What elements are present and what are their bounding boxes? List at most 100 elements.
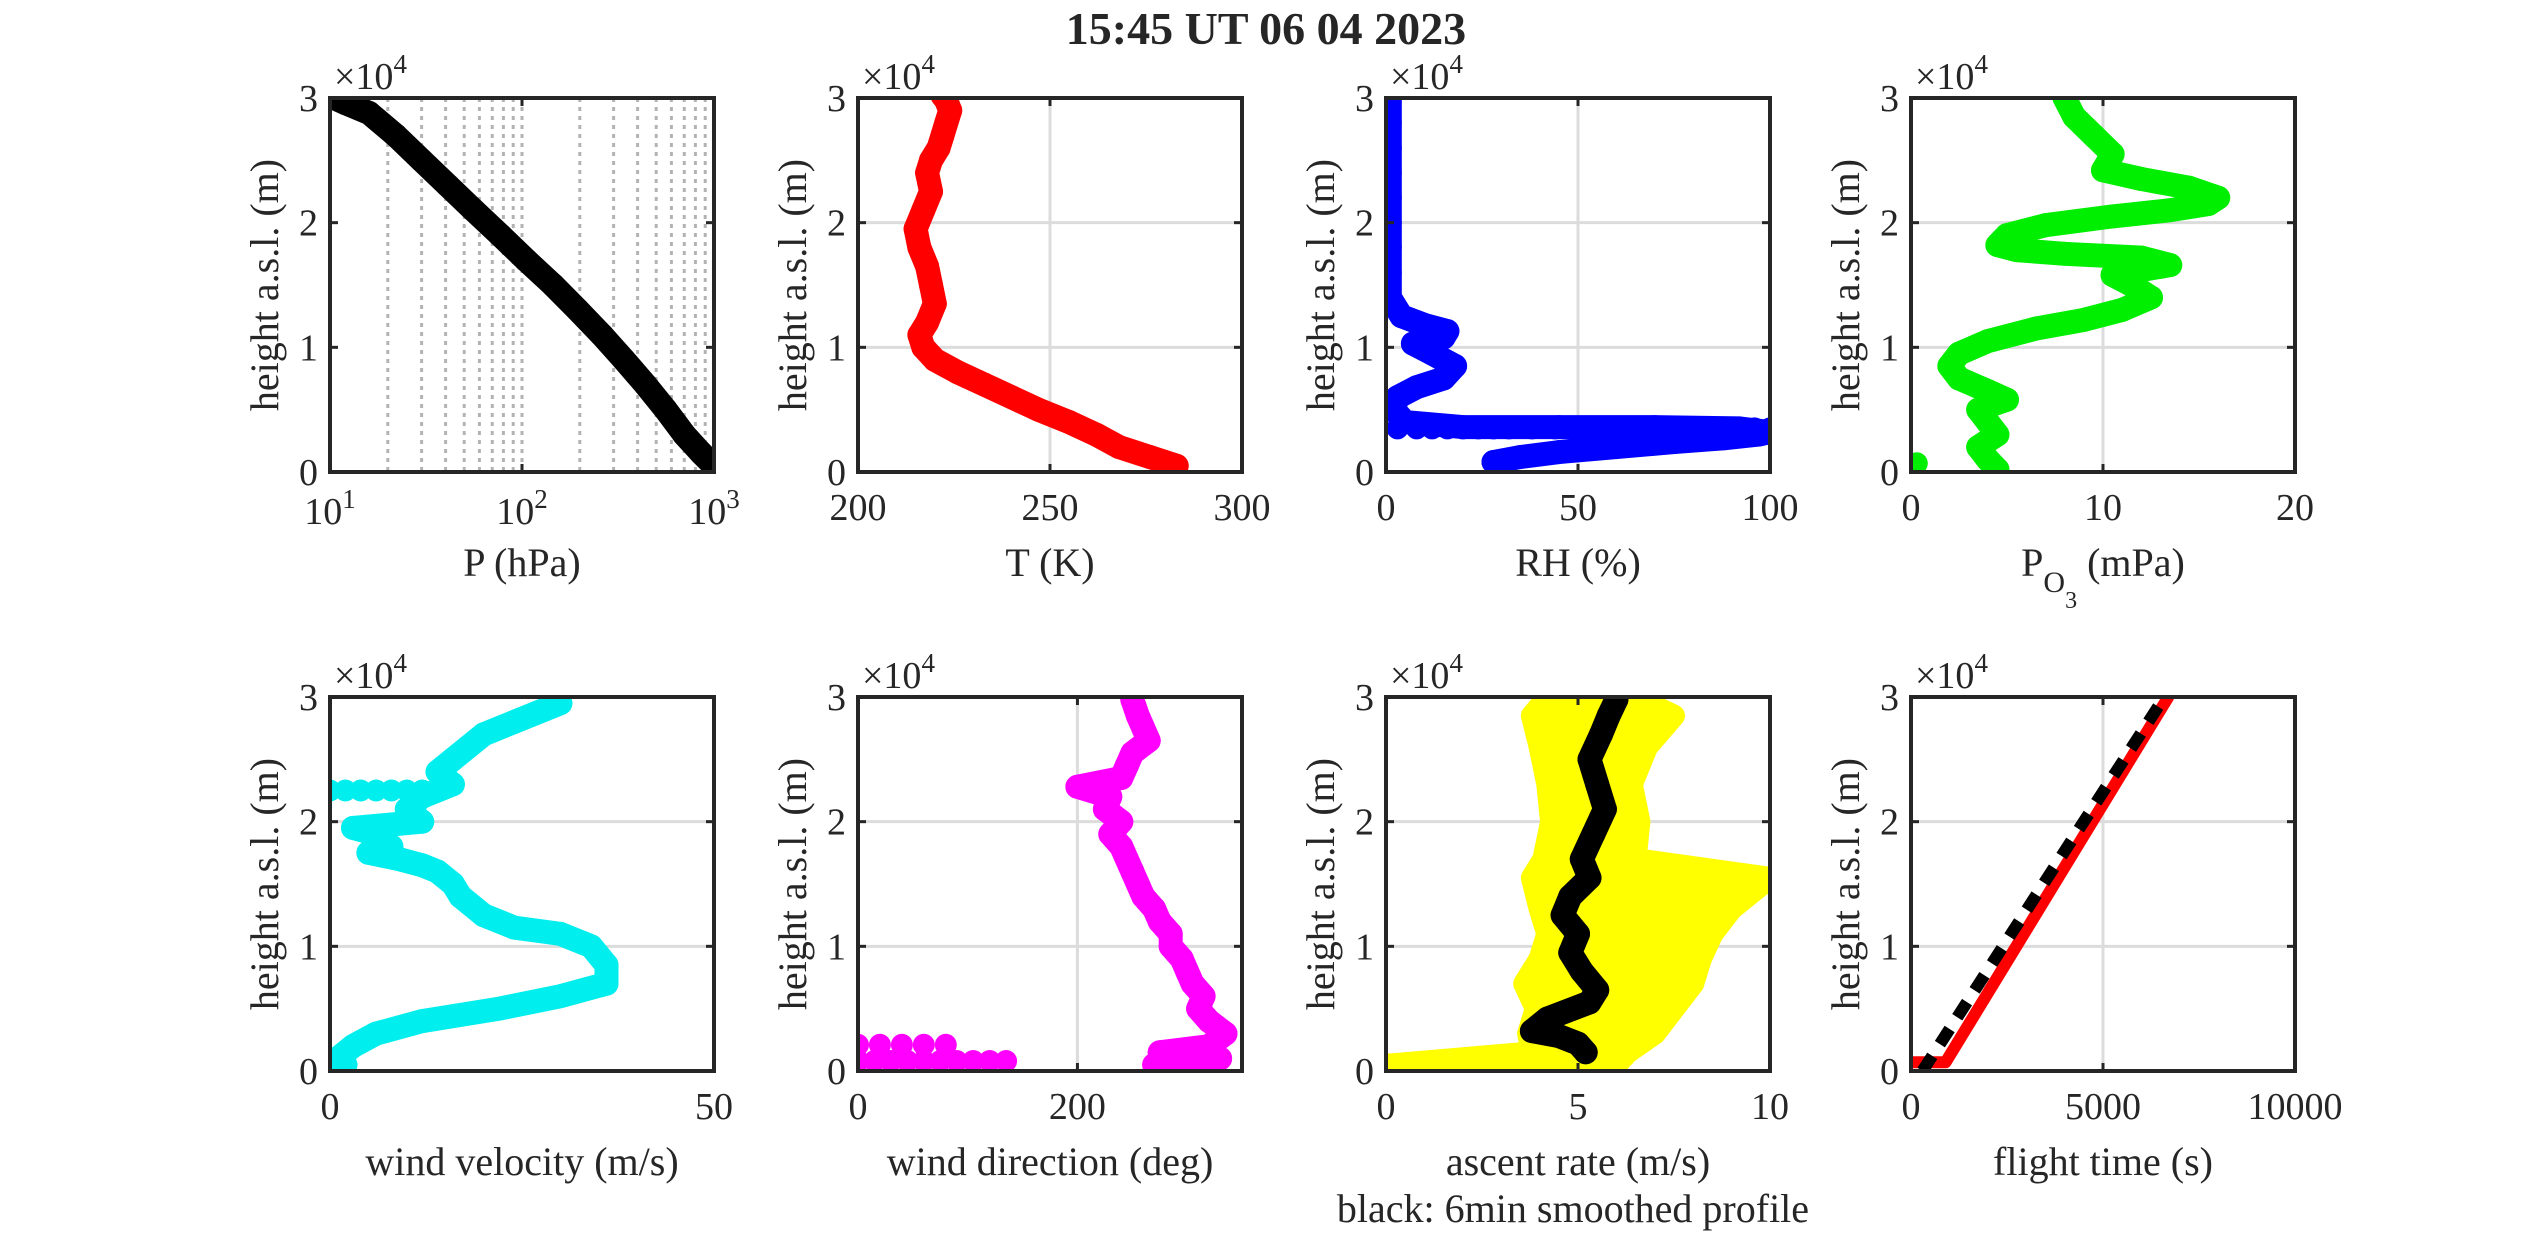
data-point — [330, 98, 347, 110]
data-point — [1147, 1040, 1172, 1065]
data-point — [1386, 285, 1402, 310]
data-point — [594, 971, 619, 996]
data-point — [2110, 297, 2135, 322]
data-point — [1386, 235, 1402, 260]
y-tick-label: 0 — [1355, 1051, 1374, 1093]
x-tick-label: 0 — [321, 1086, 340, 1128]
y-tick-label: 3 — [1880, 677, 1899, 719]
data-point — [2206, 185, 2231, 210]
data-point — [1544, 417, 1566, 440]
x-tick-label: 0 — [1377, 1086, 1396, 1128]
y-tick-label: 0 — [1880, 452, 1899, 494]
data-point — [1682, 417, 1705, 440]
data-point — [1589, 722, 1613, 747]
series-group — [330, 98, 714, 472]
figure-title: 15:45 UT 06 04 2023 — [1066, 3, 1466, 54]
data-point — [999, 385, 1024, 410]
y-multiplier: ×104 — [862, 49, 935, 98]
y-tick-label: 2 — [299, 203, 318, 245]
x-axis-label: P (hPa) — [463, 540, 580, 585]
x-axis-label: PO3 (mPa) — [2021, 540, 2185, 614]
data-point — [1386, 185, 1402, 210]
data-point — [672, 422, 697, 447]
data-point — [409, 148, 434, 173]
data-point — [579, 934, 604, 959]
x-axis-label: T (K) — [1005, 540, 1094, 585]
data-point — [930, 98, 955, 108]
data-point — [514, 248, 539, 273]
data-point — [2023, 316, 2048, 341]
x-tick-label: 200 — [830, 487, 887, 529]
x-tick-label: 103 — [688, 484, 740, 533]
y-axis-label: height a.s.l. (m) — [770, 758, 815, 1010]
panel-wind-velocity: 0 50 0 1 2 3 ×104 height a.s.l. (m) wind velocit… — [242, 648, 733, 1184]
data-point — [612, 347, 636, 372]
y-tick-label: 1 — [299, 327, 318, 369]
data-point — [1995, 387, 2019, 412]
data-point — [1389, 304, 1414, 329]
data-point — [2100, 142, 2125, 167]
data-point — [548, 697, 573, 716]
data-point — [1451, 417, 1474, 440]
x-tick-label: 101 — [304, 484, 356, 533]
data-point — [1098, 784, 1123, 809]
data-point — [461, 198, 486, 223]
data-point — [487, 996, 511, 1021]
data-point — [548, 984, 573, 1009]
y-tick-label: 0 — [1355, 452, 1374, 494]
data-point — [2177, 175, 2202, 200]
data-point — [1508, 445, 1533, 469]
data-point — [633, 372, 658, 397]
series-group — [1911, 98, 2231, 472]
data-point — [1386, 135, 1402, 160]
data-point — [972, 372, 997, 397]
data-point — [2062, 104, 2087, 129]
y-tick-label: 0 — [827, 1051, 846, 1093]
data-point — [435, 173, 460, 198]
data-point — [2100, 263, 2125, 287]
data-point — [1759, 417, 1770, 440]
y-tick-label: 3 — [299, 78, 318, 120]
y-axis-label: height a.s.l. (m) — [1298, 159, 1343, 411]
y-tick-label: 3 — [1355, 677, 1374, 719]
x-tick-label: 0 — [1377, 487, 1396, 529]
panel-wind-direction: 0 200 0 1 2 3 ×104 height a.s.l. (m) wind direct… — [770, 648, 1244, 1184]
data-point — [945, 360, 970, 385]
series-group — [1911, 697, 2175, 1071]
x-tick-label: 50 — [695, 1086, 733, 1128]
data-point — [502, 709, 527, 734]
data-point — [411, 779, 434, 802]
data-point — [2033, 213, 2058, 238]
data-point — [1386, 385, 1410, 410]
y-tick-label: 1 — [1355, 327, 1374, 369]
data-point — [1743, 417, 1766, 440]
data-point — [365, 779, 388, 802]
data-point — [410, 853, 435, 878]
y-multiplier: ×104 — [1915, 648, 1988, 697]
panel-pressure: 101 102 103 0 1 2 3 ×104 height a.s.l. (m) P (hPa… — [242, 49, 740, 585]
data-point — [922, 291, 947, 316]
x-tick-label: 0 — [1902, 487, 1921, 529]
x-tick-label: 200 — [1049, 1086, 1106, 1128]
data-point — [1107, 435, 1132, 460]
x-tick-label: 0 — [849, 1086, 868, 1128]
x-tick-label: 100 — [1742, 487, 1799, 529]
data-point — [1120, 741, 1145, 766]
data-point — [962, 1050, 985, 1071]
data-point — [1436, 417, 1459, 440]
data-point — [1497, 417, 1520, 440]
data-point — [689, 441, 714, 466]
data-point — [1604, 435, 1629, 460]
data-point — [1412, 312, 1437, 337]
data-point — [380, 779, 403, 802]
data-point — [2052, 241, 2077, 266]
data-point — [1566, 1031, 1590, 1056]
data-point — [541, 273, 565, 297]
data-point — [919, 273, 943, 297]
y-axis-label: height a.s.l. (m) — [1823, 758, 1868, 1010]
data-point — [919, 179, 943, 204]
x-axis-label: wind direction (deg) — [887, 1139, 1214, 1184]
x-tick-label: 5000 — [2065, 1086, 2141, 1128]
data-point — [1057, 410, 1082, 435]
